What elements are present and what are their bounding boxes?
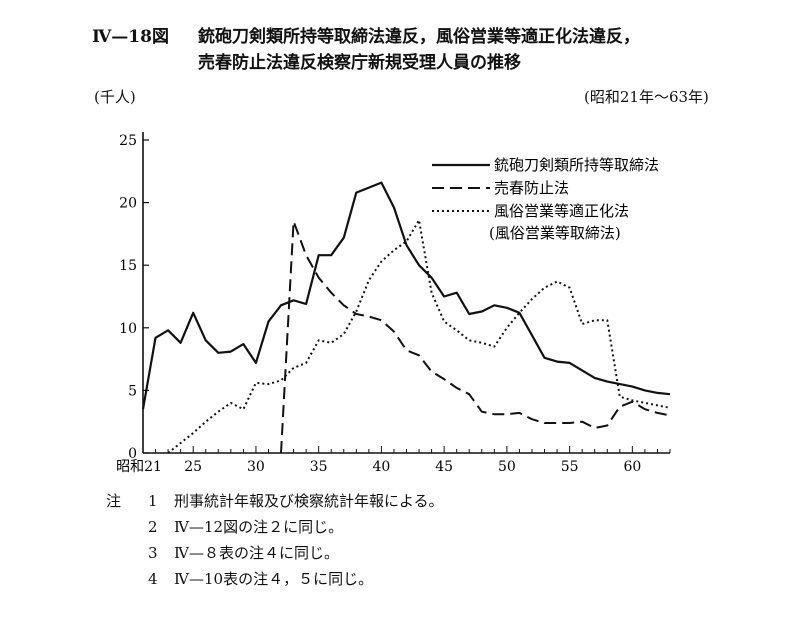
x-tick-label: 30 [247, 459, 265, 475]
y-tick-label: 10 [119, 321, 137, 337]
x-tick-label: 40 [372, 459, 390, 475]
series-line-3 [167, 219, 671, 454]
y-tick-label: 15 [119, 258, 137, 274]
note-item: 3 Ⅳ—８表の注４に同じ。 [106, 540, 444, 566]
note-number: 4 [148, 570, 158, 588]
legend-label-2: 売春防止法 [494, 179, 569, 197]
note-text: Ⅳ—10表の注４，５に同じ。 [174, 570, 374, 588]
note-text: Ⅳ—12図の注２に同じ。 [174, 518, 344, 536]
figure-number: Ⅳ—18図 [92, 27, 169, 47]
figure-title-line2: 売春防止法違反検察庁新規受理人員の推移 [198, 53, 521, 73]
note-item: 4 Ⅳ—10表の注４，５に同じ。 [106, 566, 444, 592]
notes-block: 注 1 刑事統計年報及び検察統計年報による。 2 Ⅳ—12図の注２に同じ。 3 … [106, 488, 444, 592]
period-label: (昭和21年～63年) [584, 88, 709, 106]
y-tick-label: 20 [119, 196, 137, 212]
note-number: 2 [148, 518, 158, 536]
x-tick-label: 25 [184, 459, 202, 475]
y-unit-label: (千人) [94, 88, 136, 106]
x-tick-label: 60 [623, 459, 641, 475]
y-tick-label: 5 [128, 383, 137, 399]
notes-lead: 注 [106, 492, 122, 510]
note-item: 2 Ⅳ—12図の注２に同じ。 [106, 514, 444, 540]
figure-title-line1: 銃砲刀剣類所持等取締法違反，風俗営業等適正化法違反， [198, 27, 640, 47]
note-number: 1 [148, 492, 158, 510]
series-line-1 [141, 181, 671, 410]
legend-label-3: 風俗営業等適正化法 [494, 202, 629, 220]
x-tick-label: 45 [435, 459, 453, 475]
note-text: 刑事統計年報及び検察統計年報による。 [174, 492, 444, 510]
note-item: 注 1 刑事統計年報及び検察統計年報による。 [106, 488, 444, 514]
x-tick-label: 55 [561, 459, 579, 475]
legend-label-1: 銃砲刀剣類所持等取締法 [494, 156, 659, 174]
series-line-2 [280, 220, 671, 454]
note-number: 3 [148, 544, 158, 562]
note-text: Ⅳ—８表の注４に同じ。 [174, 544, 339, 562]
y-tick-label: 0 [128, 446, 137, 462]
x-tick-label: 50 [498, 459, 516, 475]
legend-label-3: (風俗営業等取締法) [489, 224, 621, 242]
x-tick-label: 35 [310, 459, 328, 475]
x-tick-label: 昭和21 [116, 459, 162, 475]
y-tick-label: 25 [119, 133, 137, 149]
